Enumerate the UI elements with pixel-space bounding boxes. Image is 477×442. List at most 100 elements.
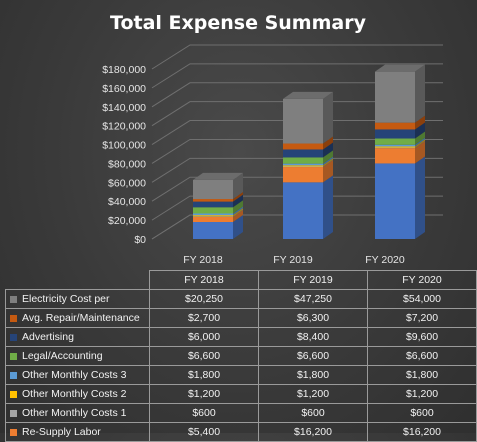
table-row: Advertising $6,000 $8,400 $9,600 xyxy=(5,327,477,347)
bar-segment-side xyxy=(233,194,243,208)
bar-segment xyxy=(283,182,323,239)
table-cell-value: $1,800 xyxy=(258,365,368,385)
table-row-label: Re-Supply Labor xyxy=(5,422,150,442)
bar-segment-side xyxy=(323,150,333,164)
table-header-fy2019: FY 2019 xyxy=(258,270,368,290)
bar-segment xyxy=(375,146,415,148)
table-header-fy2018: FY 2018 xyxy=(149,270,259,290)
series-name: Avg. Repair/Maintenance xyxy=(22,312,140,324)
floor-edge xyxy=(151,214,191,240)
table-cell-value: $8,400 xyxy=(258,327,368,347)
legend-swatch xyxy=(10,295,17,303)
table-cell-value: $20,250 xyxy=(149,289,259,309)
y-tick-label: $100,000 xyxy=(102,140,146,152)
bar-segment-side xyxy=(415,131,425,145)
bar-segment xyxy=(193,199,233,202)
y-tick-label: $140,000 xyxy=(102,102,146,114)
table-row: Electricity Cost per $20,250 $47,250 $54,00… xyxy=(5,289,477,309)
x-category-label: FY 2019 xyxy=(273,254,313,266)
bar-segment-side xyxy=(415,64,425,123)
series-name: Legal/Accounting xyxy=(22,350,103,362)
bar-segment xyxy=(375,129,415,139)
bar-segment xyxy=(375,148,415,164)
gridline xyxy=(151,82,443,108)
bar-segment xyxy=(193,222,233,239)
bar-segment xyxy=(193,213,233,216)
gridline xyxy=(151,63,443,89)
bar-stack-fy-2019 xyxy=(283,91,333,239)
bar-segment xyxy=(283,165,323,167)
bar-segment-top xyxy=(375,64,425,72)
bar-segment xyxy=(283,143,323,150)
table-cell-value: $16,200 xyxy=(258,422,368,442)
table-cell-value: $5,400 xyxy=(149,422,259,442)
gridline xyxy=(151,157,443,183)
bar-segment xyxy=(193,179,233,200)
table-cell-value: $6,600 xyxy=(149,346,259,366)
table-row: Other Monthly Costs 1 $600 $600 $600 xyxy=(5,403,477,423)
table-cell-value: $1,200 xyxy=(367,384,477,404)
series-name: Other Monthly Costs 3 xyxy=(22,369,127,381)
gridline xyxy=(151,120,443,145)
table-row: Avg. Repair/Maintenance $2,700 $6,300 $7,20… xyxy=(5,308,477,328)
legend-swatch xyxy=(10,390,17,398)
data-table: FY 2018 FY 2019 FY 2020 Electricity Cost… xyxy=(5,270,477,442)
table-cell-value: $6,600 xyxy=(367,346,477,366)
series-name: Electricity Cost per xyxy=(22,293,110,305)
bar-segment-side xyxy=(415,156,425,239)
y-tick-label: $0 xyxy=(134,234,146,246)
bar-segment-side xyxy=(323,160,333,183)
table-cell-value: $600 xyxy=(367,403,477,423)
bar-segment xyxy=(283,157,323,164)
table-cell-value: $1,200 xyxy=(258,384,368,404)
legend-swatch xyxy=(10,333,17,341)
bar-segment-side xyxy=(233,209,243,217)
bar-segment-top xyxy=(193,172,243,180)
bar-segment-side xyxy=(415,137,425,147)
chart-title: Total Expense Summary xyxy=(110,12,367,34)
bar-segment xyxy=(283,167,323,183)
bar-segment xyxy=(375,144,415,147)
bar-segment xyxy=(283,166,323,168)
table-cell-value: $2,700 xyxy=(149,308,259,328)
bars xyxy=(193,64,425,239)
table-row-label: Legal/Accounting xyxy=(5,346,150,366)
y-tick-label: $60,000 xyxy=(108,177,146,189)
table-cell-value: $600 xyxy=(258,403,368,423)
series-name: Re-Supply Labor xyxy=(22,426,101,438)
bar-segment xyxy=(375,71,415,123)
table-row-label: Other Monthly Costs 3 xyxy=(5,365,150,385)
table-cell-value: $47,250 xyxy=(258,289,368,309)
table-cell-value: $600 xyxy=(149,403,259,423)
table-row-label: Other Monthly Costs 1 xyxy=(5,403,150,423)
table-cell-value: $54,000 xyxy=(367,289,477,309)
data-table-header-row: FY 2018 FY 2019 FY 2020 xyxy=(6,270,477,290)
bar-segment xyxy=(193,216,233,217)
chart-svg: Total Expense Summary $0 $20,000 $40,000 $6… xyxy=(102,12,443,266)
bar-segment xyxy=(283,149,323,158)
bar-segment-side xyxy=(323,136,333,150)
table-cell-value: $6,600 xyxy=(258,346,368,366)
bar-segment-side xyxy=(323,156,333,166)
bar-segment-side xyxy=(323,91,333,144)
bar-segment xyxy=(375,122,415,130)
bar-segment-side xyxy=(415,141,425,164)
y-tick-label: $160,000 xyxy=(102,83,146,95)
table-row: Re-Supply Labor $5,400 $16,200 $16,200 xyxy=(5,422,477,442)
bar-segment xyxy=(193,216,233,222)
table-row-label: Advertising xyxy=(5,327,150,347)
table-cell-value: $6,000 xyxy=(149,327,259,347)
table-cell-value: $1,800 xyxy=(367,365,477,385)
bar-segment-side xyxy=(233,209,243,222)
table-header-fy2020: FY 2020 xyxy=(367,270,477,290)
gridlines xyxy=(151,44,443,240)
y-tick-label: $180,000 xyxy=(102,64,146,76)
table-cell-value: $7,200 xyxy=(367,308,477,328)
table-row-label: Electricity Cost per xyxy=(5,289,150,309)
bar-segment xyxy=(375,163,415,239)
bar-stack-fy-2020 xyxy=(375,64,425,239)
y-tick-label: $40,000 xyxy=(108,196,146,208)
x-axis-labels: FY 2018 FY 2019 FY 2020 xyxy=(183,254,405,266)
gridline xyxy=(151,176,443,202)
y-tick-label: $120,000 xyxy=(102,121,146,133)
